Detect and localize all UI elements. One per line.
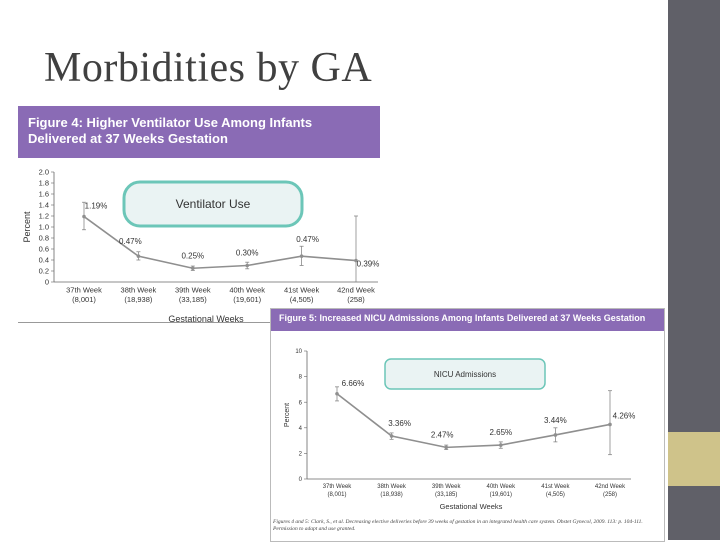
data-label: 2.65%	[489, 428, 512, 437]
y-tick-label: 0.2	[39, 267, 49, 276]
x-tick-label: 38th Week	[377, 484, 407, 490]
y-axis-label: Percent	[284, 403, 291, 427]
series-line	[83, 215, 357, 270]
x-tick-count: (19,601)	[490, 492, 512, 498]
figure-5-footnote: Figures 4 and 5: Clark, S., et al. Decre…	[273, 519, 643, 532]
x-tick-count: (258)	[347, 295, 365, 304]
figure-4-chart: 2.0 1.8 1.6 1.4 1.2 1.0 0.8 0.6 0.4 0.2 0 Percent Ve…	[22, 168, 380, 322]
x-tick-label: 39th Week	[432, 484, 462, 490]
x-tick-label: 41st Week	[541, 484, 570, 490]
x-tick-count: (258)	[603, 492, 617, 498]
y-tick-label: 2	[299, 452, 303, 458]
data-label: 6.66%	[342, 379, 365, 388]
x-tick-count: (8,001)	[72, 295, 96, 304]
data-point	[354, 258, 358, 263]
data-point	[389, 434, 394, 438]
x-tick-count: (8,001)	[327, 492, 346, 498]
x-tick-label: 37th Week	[66, 286, 102, 295]
x-tick-count: (33,185)	[179, 295, 207, 304]
x-tick-label: 38th Week	[121, 286, 157, 295]
y-tick-label: 0	[299, 477, 303, 483]
callout-box	[384, 358, 546, 390]
figure-5-nicu-admissions: Figure 5: Increased NICU Admissions Amon…	[270, 308, 665, 542]
data-label: 0.47%	[119, 237, 142, 246]
x-tick-count: (18,938)	[124, 295, 152, 304]
x-tick-count: (18,938)	[380, 492, 402, 498]
data-label: 0.39%	[357, 260, 380, 269]
y-tick-label: 0.6	[39, 245, 49, 254]
figure-5-chart: 10 8 6 4 2 0 Percent NICU Admissions 6.66% 3.36% 2…	[284, 349, 636, 511]
x-tick-count: (33,185)	[435, 492, 457, 498]
data-point	[191, 266, 195, 271]
y-tick-label: 1.6	[39, 190, 49, 199]
y-tick-label: 1.0	[39, 223, 49, 232]
slide-title: Morbidities by GA	[44, 45, 373, 91]
series-line	[336, 393, 611, 449]
callout-box	[122, 180, 304, 228]
x-tick-label: 41st Week	[284, 286, 320, 295]
x-tick-label: 40th Week	[487, 484, 517, 490]
data-point	[245, 263, 249, 268]
data-point	[608, 422, 612, 427]
data-point	[335, 391, 339, 396]
y-tick-label: 2.0	[39, 168, 49, 177]
x-tick-label: 40th Week	[229, 286, 265, 295]
x-tick-label: 39th Week	[175, 286, 211, 295]
data-label: 4.26%	[613, 411, 636, 420]
x-tick-label: 42nd Week	[595, 484, 626, 490]
figure-5-header: Figure 5: Increased NICU Admissions Amon…	[271, 309, 664, 331]
y-tick-label: 0.4	[39, 256, 49, 265]
y-tick-label: 10	[295, 349, 302, 355]
decorative-accent-block	[668, 432, 720, 486]
data-point	[499, 443, 503, 447]
x-axis-label: Gestational Weeks	[440, 502, 503, 511]
data-point	[82, 214, 86, 219]
y-tick-label: 1.2	[39, 212, 49, 221]
data-point	[136, 254, 141, 258]
x-tick-label: 37th Week	[323, 484, 353, 490]
callout-label: NICU Admissions	[434, 370, 496, 379]
data-label: 1.19%	[85, 202, 108, 211]
y-tick-label: 1.4	[39, 201, 49, 210]
data-label: 0.30%	[236, 249, 259, 258]
data-label: 3.36%	[388, 419, 411, 428]
data-label: 3.44%	[544, 416, 567, 425]
data-label: 0.25%	[181, 251, 204, 260]
x-tick-count: (19,601)	[233, 295, 261, 304]
x-tick-count: (4,505)	[290, 295, 314, 304]
data-point	[553, 433, 558, 437]
data-point	[299, 254, 304, 258]
data-point	[444, 445, 448, 450]
data-label: 0.47%	[296, 235, 319, 244]
y-tick-label: 0.8	[39, 234, 49, 243]
data-label: 2.47%	[431, 430, 454, 439]
y-axis-label: Percent	[22, 211, 32, 243]
figure-5-title: Figure 5: Increased NICU Admissions Amon…	[279, 313, 646, 323]
figure-4-title-line-1: Figure 4: Higher Ventilator Use Among In…	[28, 115, 313, 130]
y-tick-label: 0	[45, 278, 49, 287]
y-tick-label: 1.8	[39, 179, 49, 188]
y-tick-label: 4	[299, 426, 303, 432]
x-tick-label: 42nd Week	[337, 286, 375, 295]
callout-label: Ventilator Use	[176, 197, 251, 211]
x-axis-label: Gestational Weeks	[168, 314, 244, 322]
figure-4-title-line-2: Delivered at 37 Weeks Gestation	[28, 131, 228, 146]
y-tick-label: 6	[299, 400, 303, 406]
y-tick-label: 8	[299, 375, 303, 381]
x-tick-count: (4,505)	[546, 492, 565, 498]
figure-4-ventilator-use: Figure 4: Higher Ventilator Use Among In…	[18, 106, 380, 323]
figure-4-header: Figure 4: Higher Ventilator Use Among In…	[18, 106, 380, 158]
